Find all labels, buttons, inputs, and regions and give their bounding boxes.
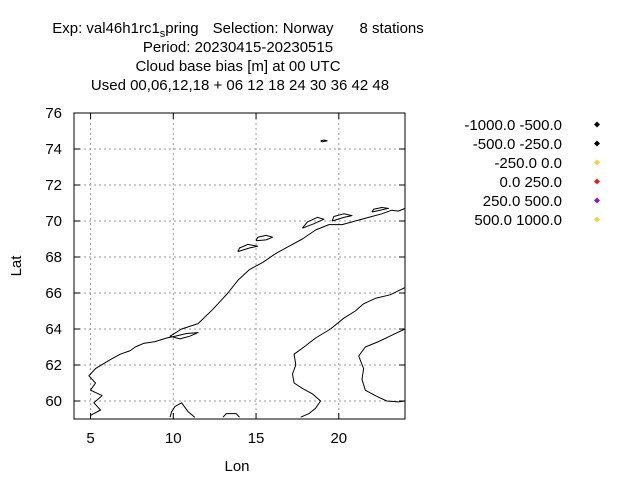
- coastline: [371, 207, 389, 213]
- legend-label: 0.0 250.0: [499, 174, 562, 191]
- legend-label: 500.0 1000.0: [474, 212, 562, 229]
- coastlines: [88, 139, 406, 418]
- y-tick-label: 76: [45, 105, 62, 122]
- chart-title-period: Period: 20230415-20230515: [143, 39, 333, 56]
- x-tick-label: 15: [248, 430, 265, 447]
- coastline: [169, 402, 196, 418]
- coastline: [237, 243, 259, 253]
- y-tick-label: 66: [45, 285, 62, 302]
- tick-labels: 5 10 15 20 60 62 64 66 68 70 72 74 76: [45, 105, 347, 447]
- chart-title-selection: Selection: Norway: [213, 20, 334, 37]
- legend: -1000.0 -500.0 -500.0 -250.0 -250.0 0.0 0.0…: [464, 117, 600, 229]
- coastline: [255, 234, 274, 242]
- coastline: [320, 139, 328, 143]
- legend-label: -1000.0 -500.0: [464, 117, 562, 134]
- legend-label: -500.0 -250.0: [473, 136, 562, 153]
- y-tick-label: 64: [45, 321, 62, 338]
- x-axis-label: Lon: [224, 458, 249, 475]
- y-tick-label: 68: [45, 249, 62, 266]
- plot-frame: [73, 112, 406, 420]
- chart-title-stations: 8 stations: [360, 20, 424, 37]
- coastline: [222, 413, 240, 418]
- coastline: [135, 207, 406, 348]
- chart-title-used: Used 00,06,12,18 + 06 12 18 24 30 36 42 …: [91, 77, 389, 94]
- legend-marker: [594, 121, 600, 128]
- coastline: [358, 328, 406, 403]
- grid: [74, 112, 405, 419]
- legend-marker: [594, 178, 600, 185]
- legend-marker: [594, 140, 600, 147]
- chart-title-suffix: pring: [165, 20, 198, 37]
- y-tick-label: 74: [45, 141, 62, 158]
- coastline: [88, 346, 136, 416]
- axis-ticks: [74, 112, 405, 419]
- coastline: [292, 287, 406, 418]
- legend-marker: [594, 197, 600, 204]
- x-tick-label: 10: [165, 430, 182, 447]
- chart-title-subscript: s: [160, 28, 166, 40]
- legend-marker: [594, 159, 600, 166]
- chart-title-parameter: Cloud base bias [m] at 00 UTC: [135, 58, 340, 75]
- legend-label: 250.0 500.0: [483, 193, 562, 210]
- x-tick-label: 5: [86, 430, 94, 447]
- y-tick-label: 72: [45, 177, 62, 194]
- y-tick-label: 60: [45, 393, 62, 410]
- chart-title-exp: Exp: val46h1rc1: [52, 20, 160, 37]
- y-tick-label: 62: [45, 357, 62, 374]
- coastline: [331, 213, 353, 222]
- y-axis-label: Lat: [8, 255, 25, 277]
- legend-marker: [594, 216, 600, 223]
- x-tick-label: 20: [330, 430, 347, 447]
- y-tick-label: 70: [45, 213, 62, 230]
- chart-title-line-1: Exp: val46h1rc1spring Selection: Norway 8 …: [52, 20, 424, 40]
- legend-label: -250.0 0.0: [494, 155, 562, 172]
- coastline: [302, 216, 325, 229]
